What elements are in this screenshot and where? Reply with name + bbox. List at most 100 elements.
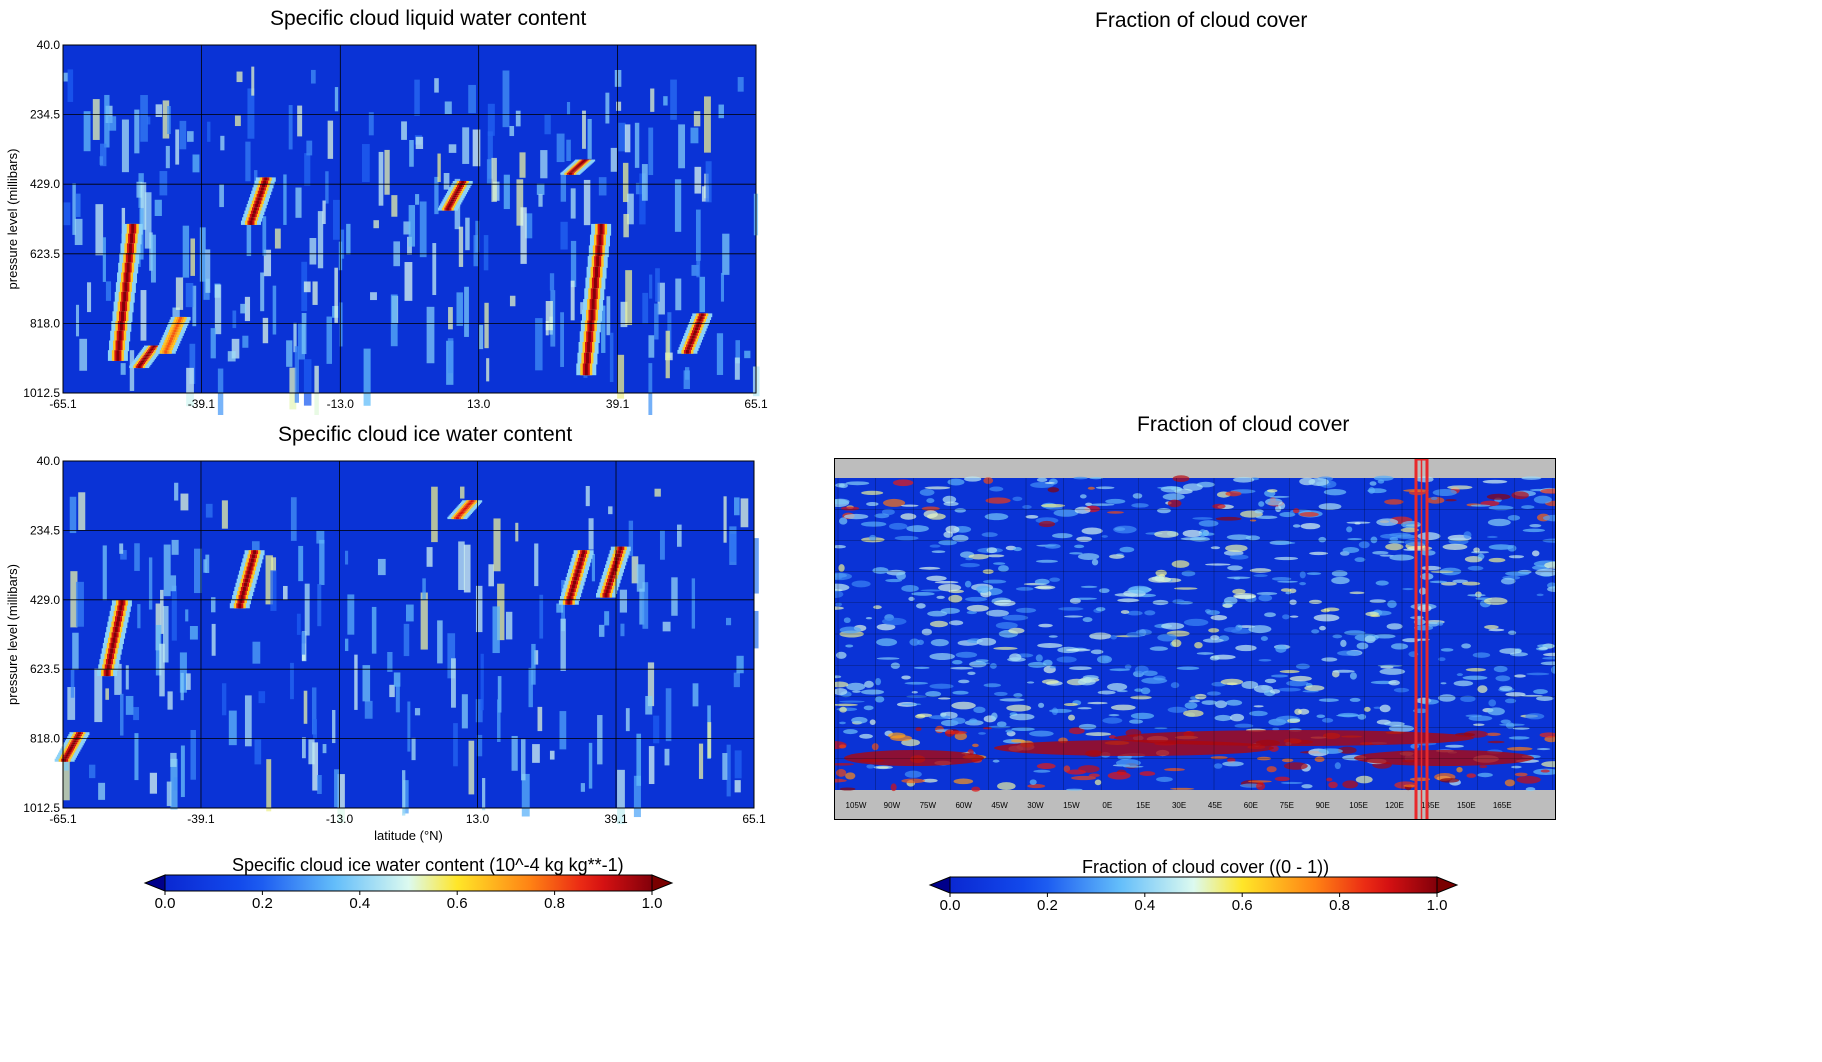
ice-water-cross-section: 40.0 234.5 429.0 623.5 818.0 1012.5-65.1 -39.1… bbox=[5, 454, 766, 843]
field-cell bbox=[140, 290, 147, 341]
field-cell bbox=[458, 541, 465, 590]
field-cell bbox=[283, 585, 288, 600]
field-cell bbox=[322, 744, 327, 754]
colorbar-tick-label: 0.6 bbox=[447, 895, 468, 912]
cloud-feature bbox=[155, 316, 191, 354]
field-cell bbox=[414, 708, 421, 716]
field-cell bbox=[274, 228, 281, 249]
field-cell bbox=[723, 496, 727, 543]
field-cell bbox=[487, 103, 495, 136]
y-tick-label: 234.5 bbox=[30, 108, 60, 122]
field-cell bbox=[520, 207, 527, 264]
field-cell bbox=[247, 88, 255, 139]
field-cell bbox=[251, 66, 255, 96]
field-cell bbox=[726, 744, 731, 797]
field-cell bbox=[434, 176, 439, 215]
y-tick-label: 40.0 bbox=[37, 454, 61, 468]
field-cell bbox=[734, 357, 740, 380]
field-cell bbox=[312, 742, 319, 791]
y-tick-label: 623.5 bbox=[30, 662, 60, 676]
lon-label: 45W bbox=[991, 801, 1008, 810]
field-cell bbox=[334, 87, 339, 112]
field-cell bbox=[137, 604, 141, 629]
liquid-water-cross-section: 40.0 234.5 429.0 623.5 818.0 1012.5-65.1 -39.1… bbox=[5, 38, 768, 415]
field-cell bbox=[740, 498, 749, 528]
x-tick-label: -39.1 bbox=[187, 812, 215, 826]
colorbar-tick-label: 0.0 bbox=[940, 897, 961, 914]
field-cell bbox=[140, 95, 148, 142]
field-cell bbox=[317, 775, 322, 794]
field-cell bbox=[87, 282, 92, 313]
field-cell bbox=[618, 122, 626, 152]
field-cell bbox=[736, 655, 744, 674]
field-cell bbox=[641, 164, 648, 201]
field-cell bbox=[676, 524, 682, 547]
colorbar-ice: 0.0 0.2 0.4 0.6 0.8 1.0 bbox=[143, 874, 674, 912]
panel-title-liquid: Specific cloud liquid water content bbox=[270, 7, 587, 30]
field-cell bbox=[487, 131, 493, 179]
field-cell bbox=[422, 578, 426, 600]
cloud-cover-map[interactable]: 105W 90W 75W 60W 45W 30W 15W 0E 15E 30E 45E 60E 75E 9… bbox=[834, 458, 1556, 820]
field-cell bbox=[614, 70, 622, 87]
field-cell bbox=[670, 79, 677, 120]
field-cell bbox=[214, 284, 222, 335]
field-cell bbox=[648, 335, 655, 358]
field-cell bbox=[114, 663, 122, 695]
field-cell bbox=[431, 486, 438, 543]
field-cell bbox=[549, 273, 555, 291]
field-cell bbox=[334, 769, 340, 808]
field-cell bbox=[231, 338, 240, 359]
cloud-feature bbox=[558, 550, 594, 605]
field-cell bbox=[311, 69, 316, 84]
field-cell bbox=[221, 500, 228, 529]
field-cell bbox=[205, 249, 211, 293]
field-cell bbox=[556, 603, 564, 613]
field-cell bbox=[415, 136, 424, 149]
field-cell bbox=[690, 127, 699, 144]
field-cell bbox=[443, 172, 450, 190]
field-cell bbox=[339, 302, 343, 347]
field-cell bbox=[187, 131, 194, 142]
field-cell bbox=[245, 141, 251, 182]
field-cell bbox=[537, 706, 543, 732]
field-cell bbox=[312, 281, 318, 305]
field-cell bbox=[403, 780, 409, 814]
field-cell bbox=[588, 518, 594, 550]
field-cell bbox=[617, 769, 625, 825]
field-cell bbox=[95, 204, 104, 256]
field-cell bbox=[691, 264, 699, 276]
field-cell bbox=[120, 549, 127, 560]
field-cell bbox=[737, 77, 744, 92]
field-cell bbox=[105, 688, 109, 700]
field-cell bbox=[211, 597, 216, 613]
field-cell bbox=[534, 543, 539, 587]
field-cell bbox=[482, 778, 486, 811]
field-cell bbox=[306, 140, 313, 156]
field-cell bbox=[203, 559, 207, 573]
lon-label: 75W bbox=[920, 801, 937, 810]
field-cell bbox=[362, 665, 371, 702]
cloud-feature bbox=[229, 550, 265, 609]
field-cell bbox=[515, 522, 519, 542]
field-cell bbox=[444, 101, 452, 114]
field-cell bbox=[79, 338, 88, 371]
field-cell bbox=[75, 581, 84, 627]
field-cell bbox=[205, 503, 213, 518]
colorbar-title-ice: Specific cloud ice water content (10^-4 … bbox=[232, 855, 624, 875]
field-cell bbox=[486, 159, 492, 184]
y-tick-label: 1012.5 bbox=[23, 386, 60, 400]
field-cell bbox=[619, 589, 628, 613]
field-cell bbox=[170, 752, 177, 767]
field-cell bbox=[297, 105, 303, 137]
field-cell bbox=[649, 274, 653, 299]
field-cell bbox=[294, 346, 300, 403]
colorbar-ramp bbox=[164, 874, 653, 892]
field-cell bbox=[290, 662, 294, 700]
field-cell bbox=[437, 153, 441, 183]
field-cell bbox=[266, 759, 272, 812]
field-cell bbox=[480, 653, 484, 711]
field-cell bbox=[511, 735, 518, 771]
cloud-feature bbox=[54, 732, 90, 762]
field-cell bbox=[144, 192, 152, 249]
field-cell bbox=[72, 632, 79, 670]
